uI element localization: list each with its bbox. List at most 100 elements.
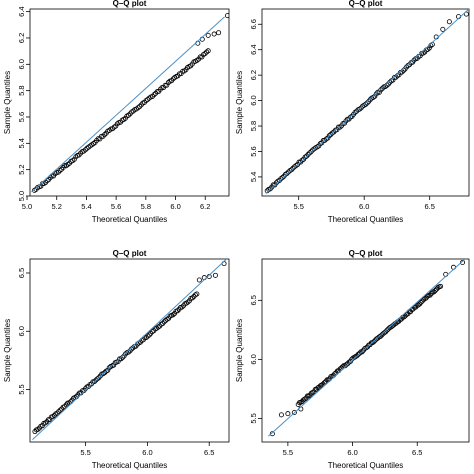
- y-tick-label: 6.0: [249, 95, 258, 105]
- qq-point: [417, 301, 423, 307]
- qq-point: [71, 156, 77, 162]
- qq-point: [288, 167, 294, 173]
- qq-point: [160, 320, 166, 326]
- qq-point: [91, 379, 97, 385]
- x-tick-label: 6.0: [142, 448, 152, 457]
- qq-point: [205, 48, 211, 54]
- x-tick-label: 6.0: [170, 202, 180, 211]
- qq-point: [384, 327, 390, 333]
- qq-point: [194, 291, 200, 297]
- qq-point: [328, 131, 334, 137]
- qq-point: [170, 312, 176, 318]
- qq-point: [54, 410, 60, 416]
- y-tick-label: 5.4: [17, 138, 26, 148]
- qq-point: [363, 345, 369, 351]
- qq-point: [335, 124, 341, 130]
- y-tick-label: 6.0: [249, 354, 258, 364]
- qq-point: [137, 104, 143, 110]
- plot-area: [264, 9, 469, 194]
- x-tick-label: 6.5: [412, 448, 422, 457]
- plot-frame: [261, 258, 470, 443]
- qq-point: [100, 371, 106, 377]
- qq-point: [126, 112, 132, 118]
- y-tick-label: 6.4: [249, 44, 258, 54]
- qq-point: [321, 380, 327, 386]
- y-tick-label: 5.0: [17, 191, 26, 201]
- qq-point: [284, 171, 290, 177]
- qq-point: [428, 290, 434, 296]
- y-tick-label: 6.0: [17, 326, 26, 336]
- qq-point: [47, 417, 53, 423]
- qq-point: [35, 426, 41, 432]
- y-tick-label: 6.4: [17, 6, 26, 16]
- qq-point: [431, 289, 437, 295]
- qq-outlier-point: [291, 409, 297, 415]
- qq-outlier-point: [225, 13, 229, 19]
- plot-area: [32, 259, 227, 441]
- y-axis-label: Sample Quantiles: [3, 319, 12, 382]
- qq-outlier-point: [285, 411, 291, 417]
- y-tick-label: 5.5: [17, 384, 26, 394]
- qq-point: [334, 127, 340, 133]
- qq-outlier-point: [446, 19, 452, 25]
- qq-point: [145, 333, 151, 339]
- qq-point: [432, 288, 438, 294]
- x-tick-label: 5.5: [80, 448, 90, 457]
- plot-frame: [29, 258, 230, 443]
- y-tick-label: 6.0: [17, 59, 26, 69]
- qq-point: [377, 333, 383, 339]
- y-tick-label: 5.4: [249, 172, 258, 182]
- qq-point: [56, 409, 62, 415]
- qq-point: [185, 299, 191, 305]
- qq-point: [94, 376, 100, 382]
- x-axis-label: Theoretical Quantiles: [328, 461, 404, 470]
- plot-area: [31, 13, 229, 193]
- y-tick-label: 6.6: [249, 19, 258, 29]
- qq-point: [307, 150, 313, 156]
- qq-point: [143, 335, 149, 341]
- qq-point: [355, 351, 361, 357]
- qq-reference-line: [32, 259, 227, 441]
- qq-point: [305, 151, 311, 157]
- qq-point: [425, 46, 431, 52]
- y-tick-label: 6.2: [249, 70, 258, 80]
- qq-panel-1: Q–Q plot 5.0 5.2 5.4 5.6 5.8 6.0 6.2 5.0 5.2 5.4 5.…: [3, 0, 230, 224]
- panel-title: Q–Q plot: [113, 249, 147, 258]
- qq-outlier-point: [269, 431, 275, 437]
- x-tick-label: 6.0: [359, 202, 369, 211]
- qq-point: [378, 87, 384, 93]
- qq-point: [42, 420, 48, 426]
- qq-point: [105, 367, 111, 373]
- qq-outlier-point: [205, 32, 211, 38]
- qq-point: [161, 319, 167, 325]
- qq-point: [401, 314, 407, 320]
- qq-outlier-point: [212, 272, 218, 278]
- qq-point: [102, 132, 108, 138]
- qq-reference-line: [265, 9, 469, 194]
- qq-outlier-point: [196, 277, 202, 283]
- y-axis-label: Sample Quantiles: [3, 71, 12, 134]
- y-tick-label: 5.6: [249, 146, 258, 156]
- qq-point: [164, 82, 170, 88]
- qq-point: [306, 393, 312, 399]
- qq-panel-4: Q–Q plot 5.5 6.0 6.5 5.5 6.0 6.5 Theoretical Qu…: [235, 249, 470, 470]
- qq-point: [175, 308, 181, 314]
- qq-point: [302, 396, 308, 402]
- y-tick-label: 6.2: [17, 33, 26, 43]
- qq-point: [162, 82, 168, 88]
- qq-point: [202, 51, 208, 57]
- qq-outlier-point: [211, 31, 217, 37]
- qq-outlier-point: [278, 412, 284, 418]
- qq-point: [82, 147, 88, 153]
- x-tick-label: 6.5: [204, 448, 214, 457]
- x-tick-label: 6.5: [424, 202, 434, 211]
- qq-point: [418, 299, 424, 305]
- qq-point: [381, 330, 387, 336]
- x-axis-label: Theoretical Quantiles: [92, 461, 168, 470]
- qq-panel-3: Q–Q plot 5.5 6.0 6.5 5.5 6.0 6.5 Theoretical Qu…: [3, 249, 230, 470]
- qq-point: [415, 302, 421, 308]
- qq-point: [111, 362, 117, 368]
- x-tick-label: 5.2: [52, 202, 62, 211]
- x-axis-label: Theoretical Quantiles: [328, 215, 404, 224]
- qq-point: [357, 350, 363, 356]
